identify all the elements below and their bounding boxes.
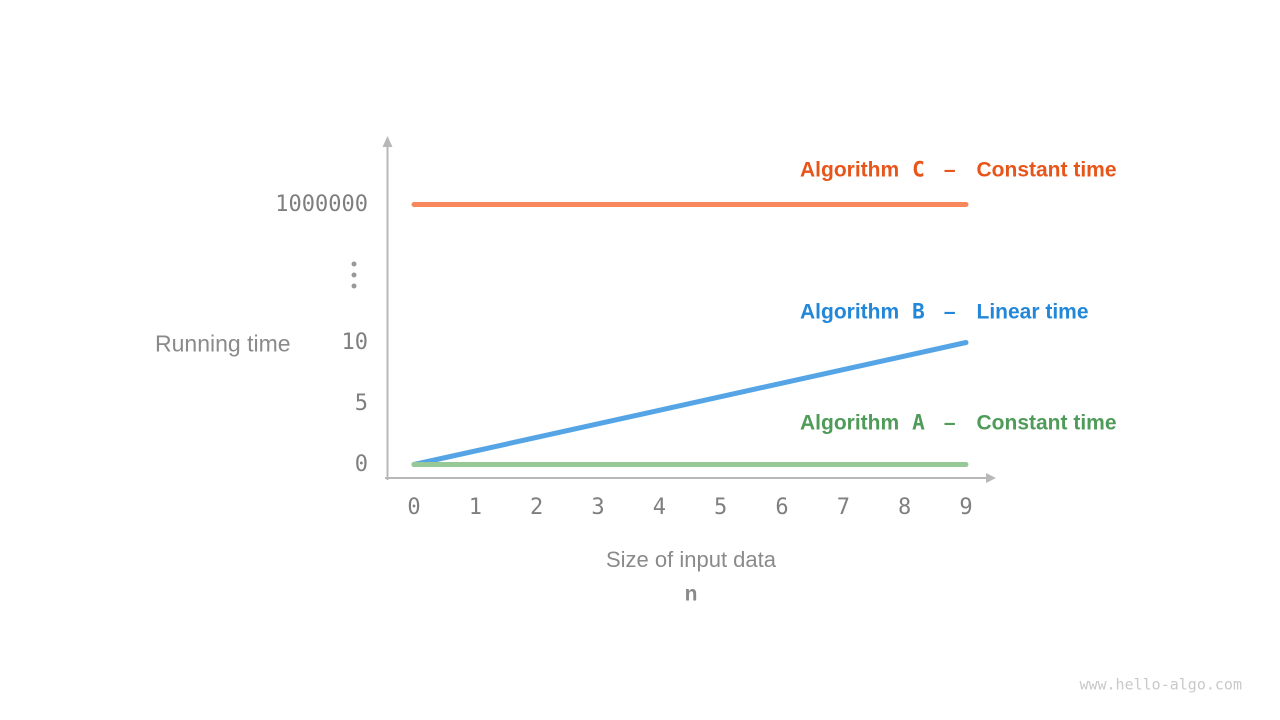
axis-break-dot-icon (351, 272, 356, 278)
legend-algorithm-b: Algorithm B – Linear time (800, 299, 1089, 324)
series-line-b (411, 340, 969, 467)
legend-series-word: Algorithm (800, 158, 900, 182)
x-axis-symbol: n (684, 582, 698, 606)
legend-algorithm-a: Algorithm A – Constant time (800, 410, 1117, 435)
x-tick-label: 8 (898, 495, 912, 520)
y-tick-label: 5 (354, 390, 368, 416)
x-tick-label: 4 (652, 495, 666, 520)
x-axis-title: Size of input data (605, 547, 777, 572)
y-tick-label: 0 (354, 451, 368, 477)
x-tick-label: 1 (468, 495, 482, 520)
legend-series-word: Algorithm (800, 300, 900, 324)
legend-series-desc: Constant time (976, 411, 1117, 435)
legend-dash: – (943, 411, 956, 435)
axis-break-dot-icon (351, 283, 356, 289)
x-tick-label: 2 (530, 495, 544, 520)
x-axis-arrow-icon (986, 473, 996, 483)
x-tick-label: 5 (714, 495, 728, 520)
y-axis-arrow-icon (382, 136, 393, 147)
watermark: www.hello-algo.com (1079, 675, 1242, 694)
y-axis-title: Running time (155, 330, 291, 357)
y-tick-label: 1000000 (275, 191, 368, 217)
legend-series-word: Algorithm (800, 411, 900, 435)
legend-dash: – (943, 300, 956, 324)
x-tick-label: 6 (775, 495, 789, 520)
legend-series-desc: Linear time (976, 300, 1089, 324)
legend-series-letter: B (912, 299, 925, 324)
axis-break-dot-icon (351, 261, 356, 267)
legend-dash: – (943, 158, 956, 182)
legend-series-letter: A (912, 410, 925, 435)
legend-series-letter: C (912, 157, 925, 182)
legend-series-desc: Constant time (976, 158, 1117, 182)
legend-algorithm-c: Algorithm C – Constant time (800, 157, 1117, 182)
x-tick-label: 7 (836, 495, 850, 520)
x-tick-label: 9 (959, 495, 973, 520)
x-tick-label: 0 (407, 495, 421, 520)
y-tick-label: 10 (341, 329, 369, 355)
x-tick-label: 3 (591, 495, 605, 520)
